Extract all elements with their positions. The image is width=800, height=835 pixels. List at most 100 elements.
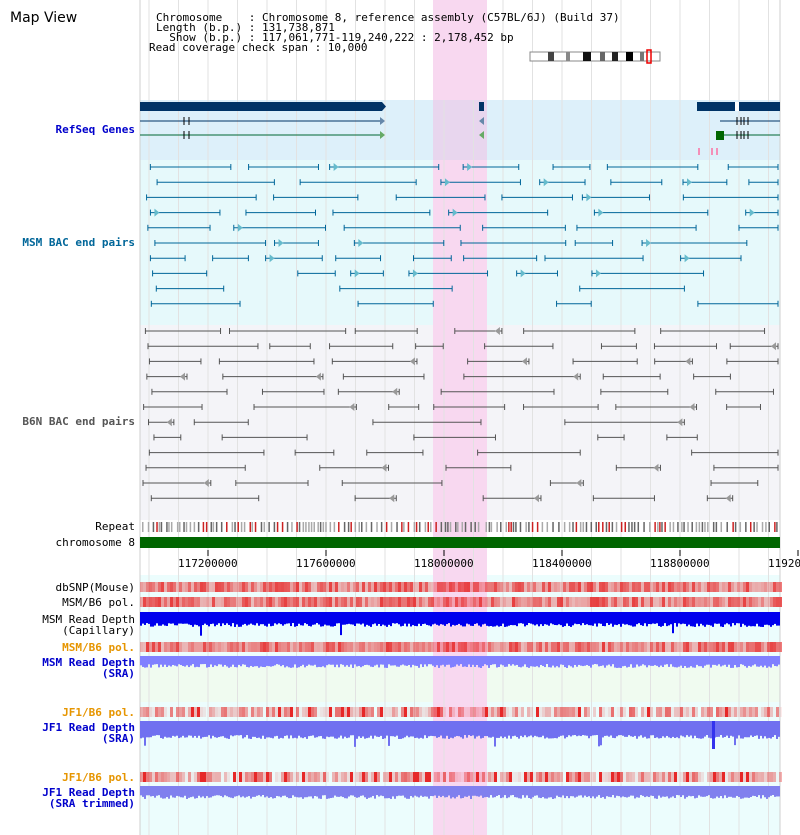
dbsnp-heat-cell	[167, 582, 170, 592]
msm-capillary-depth-bar	[720, 612, 722, 627]
msm-sra-depth-bar	[752, 656, 754, 666]
jf1-pol2-heat-cell	[299, 772, 302, 782]
jf1-sra-depth-bar	[384, 721, 386, 739]
msm-sra-depth-bar	[514, 656, 516, 666]
jf1-sra-depth-bar	[490, 721, 492, 738]
msm-pol2-heat-cell	[416, 642, 419, 652]
msm-pol-heat-cell	[326, 597, 329, 607]
repeat-element	[654, 522, 656, 532]
msm-sra-depth-bar	[372, 656, 374, 668]
msm-capillary-depth-bar	[532, 612, 534, 625]
msm-pol-heat-cell	[308, 597, 311, 607]
msm-sra-depth-bar	[630, 656, 632, 665]
dbsnp-heat-cell	[389, 582, 392, 592]
repeat-element	[263, 522, 266, 532]
jf1-pol2-heat-cell	[371, 772, 374, 782]
dbsnp-heat-cell	[218, 582, 221, 592]
track-label-jf1-depth-trimmed[interactable]: JF1 Read Depth (SRA trimmed)	[42, 787, 135, 809]
jf1-trimmed-depth-bar	[730, 786, 732, 797]
jf1-trimmed-depth-bar	[776, 786, 778, 797]
msm-capillary-depth-bar	[656, 612, 658, 624]
jf1-sra-depth-bar	[690, 721, 692, 736]
jf1-pol-heat-cell	[413, 707, 416, 717]
track-label-jf1-depth-sra[interactable]: JF1 Read Depth (SRA)	[42, 722, 135, 744]
jf1-pol-heat-cell	[596, 707, 599, 717]
track-label-jf1-b6-pol[interactable]: JF1/B6 pol.	[62, 706, 135, 719]
msm-pol-heat-cell	[350, 597, 353, 607]
msm-capillary-depth-bar	[458, 612, 460, 624]
track-label-dbsnp[interactable]: dbSNP(Mouse)	[55, 581, 135, 594]
msm-sra-depth-bar	[154, 656, 156, 665]
track-label-jf1-b6-pol-2[interactable]: JF1/B6 pol.	[62, 771, 135, 784]
msm-sra-depth-bar	[334, 656, 336, 668]
msm-capillary-depth-bar	[604, 612, 606, 627]
jf1-pol-heat-cell	[695, 707, 698, 717]
msm-pol2-heat-cell	[515, 642, 518, 652]
jf1-sra-depth-bar	[268, 721, 270, 738]
jf1-pol-heat-cell	[455, 707, 458, 717]
msm-capillary-depth-bar	[186, 612, 188, 624]
jf1-pol-heat-cell	[671, 707, 674, 717]
msm-capillary-depth-bar	[676, 612, 678, 627]
track-label-msm-b6-pol[interactable]: MSM/B6 pol.	[62, 596, 135, 609]
msm-capillary-depth-bar	[376, 612, 378, 626]
msm-pol-heat-cell	[176, 597, 179, 607]
msm-pol2-heat-cell	[236, 642, 239, 652]
track-label-repeat[interactable]: Repeat	[95, 520, 135, 533]
dbsnp-heat-cell	[356, 582, 359, 592]
msm-sra-depth-bar	[504, 656, 506, 667]
jf1-trimmed-depth-bar	[548, 786, 550, 798]
label-line: JF1 Read Depth	[42, 721, 135, 734]
jf1-pol-heat-cell	[356, 707, 359, 717]
msm-capillary-depth-bar	[682, 612, 684, 624]
jf1-sra-depth-bar	[288, 721, 290, 739]
track-label-msm-depth-capillary[interactable]: MSM Read Depth (Capillary)	[42, 614, 135, 636]
jf1-sra-depth-bar	[718, 721, 720, 737]
msm-pol2-heat-cell	[452, 642, 455, 652]
msm-pol2-heat-cell	[566, 642, 569, 652]
jf1-pol-heat-cell	[560, 707, 563, 717]
msm-pol2-heat-cell	[251, 642, 254, 652]
msm-pol2-heat-cell	[215, 642, 218, 652]
msm-capillary-depth-bar	[466, 612, 468, 624]
repeat-element	[649, 522, 651, 532]
jf1-pol2-heat-cell	[737, 772, 740, 782]
track-label-msm-depth-sra[interactable]: MSM Read Depth (SRA)	[42, 657, 135, 679]
track-label-msm-b6-pol-2[interactable]: MSM/B6 pol.	[62, 641, 135, 654]
jf1-sra-depth-bar	[154, 721, 156, 736]
track-label-msm-bac[interactable]: MSM BAC end pairs	[22, 236, 135, 249]
b6n-bac-end-arrow	[653, 463, 659, 472]
msm-sra-depth-bar	[296, 656, 298, 668]
b6n-bac-end-arrow	[166, 418, 172, 427]
jf1-trimmed-depth-bar	[328, 786, 330, 799]
jf1-trimmed-depth-bar	[586, 786, 588, 798]
msm-pol2-heat-cell	[641, 642, 644, 652]
jf1-trimmed-depth-bar	[178, 786, 180, 797]
dbsnp-heat-cell	[149, 582, 152, 592]
track-label-b6n-bac[interactable]: B6N BAC end pairs	[22, 415, 135, 428]
jf1-pol2-heat-cell	[692, 772, 695, 782]
jf1-trimmed-depth-bar	[542, 786, 544, 798]
msm-pol2-heat-cell	[746, 642, 749, 652]
msm-bac-end-arrow	[686, 178, 692, 187]
msm-sra-depth-bar	[212, 656, 214, 668]
jf1-trimmed-depth-bar	[700, 786, 702, 797]
dbsnp-heat-cell	[767, 582, 770, 592]
jf1-trimmed-depth-bar	[228, 786, 230, 798]
repeat-element	[358, 522, 361, 532]
track-label-refseq[interactable]: RefSeq Genes	[55, 123, 135, 136]
jf1-pol-heat-cell	[572, 707, 575, 717]
msm-pol-heat-cell	[647, 597, 650, 607]
msm-pol-heat-cell	[476, 597, 479, 607]
jf1-sra-depth-bar	[454, 721, 456, 737]
dbsnp-heat-cell	[155, 582, 158, 592]
msm-capillary-depth-bar	[486, 612, 488, 626]
jf1-trimmed-depth-bar	[270, 786, 272, 798]
msm-capillary-depth-bar	[352, 612, 354, 625]
jf1-sra-depth-bar	[734, 721, 736, 746]
jf1-trimmed-depth-bar	[624, 786, 626, 798]
msm-pol-heat-cell	[743, 597, 746, 607]
jf1-pol2-heat-cell	[419, 772, 422, 782]
jf1-pol-heat-cell	[770, 707, 773, 717]
